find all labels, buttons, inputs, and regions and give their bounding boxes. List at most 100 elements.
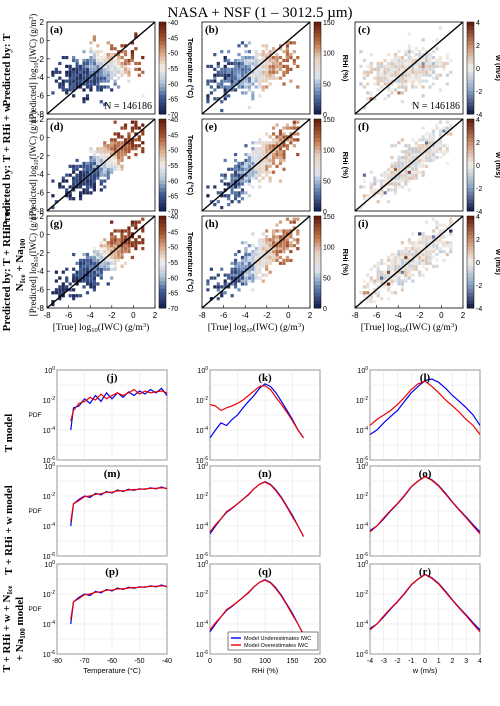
heatmap-cell [265,141,269,145]
heatmap-cell [240,241,245,245]
colorbar-step [467,281,474,286]
heatmap-cell [275,252,279,257]
heatmap-cell [116,249,121,254]
heatmap-cell [390,88,394,92]
heatmap-cell [96,70,100,74]
heatmap-cell [400,282,404,286]
heatmap-cell [373,282,377,286]
heatmap-cell [362,294,366,298]
panel-letter: (b) [205,24,219,36]
y-tick-label: -8 [37,207,45,216]
heatmap-cell [400,76,404,80]
heatmap-cell [366,82,370,86]
heatmap-cell [254,264,258,268]
row-label-3a: Predicted by: T + RHi + w + [1,199,13,332]
heatmap-cell [227,167,231,171]
colorbar-step [467,134,474,139]
heatmap-cell [407,179,411,183]
heatmap-cell [72,294,76,298]
colorbar-step [314,29,321,34]
heatmap-cell [233,82,238,86]
colorbar: 420-2-4w (m/s) [466,20,500,119]
heatmap-cell [421,70,425,74]
heatmap-cell [233,152,238,157]
heatmap-cell [82,61,86,66]
heatmap-cell [68,282,72,286]
heatmap-cell [237,53,241,57]
heatmap-cell [268,155,272,160]
heatmap-cell [237,85,241,89]
heatmap-cell [292,244,296,248]
colorbar-step [467,188,474,193]
heatmap-cell [89,161,93,165]
heatmap-cell [421,155,425,160]
heatmap-cell [268,152,272,157]
panel-letter: (a) [50,24,63,36]
heatmap-cell [268,249,272,254]
row-label-1: Predicted by: T [1,33,13,107]
heatmap-cell [383,97,387,101]
heatmap-cell [359,291,363,295]
heatmap-cell [445,82,449,86]
heatmap-cell [82,161,86,165]
heatmap-cell [65,267,69,271]
colorbar-step [467,239,474,244]
heatmap-cell [92,155,96,160]
heatmap-cell [435,150,439,154]
panel-letter: (q) [258,566,272,578]
pdf-x-tick-label: 4 [478,658,482,665]
heatmap-cell [414,176,418,180]
heatmap-cell [72,276,76,280]
heatmap-cell [89,270,93,274]
colorbar-step [314,138,321,143]
colorbar-step [467,149,474,154]
heatmap-cell [230,185,234,189]
heatmap-cell [78,76,83,80]
heatmap-cell [251,244,255,248]
heatmap-cell [438,55,443,60]
heatmap-cell [244,255,248,260]
heatmap-cell [106,53,110,57]
pdf-x-tick-label: -80 [52,658,62,665]
heatmap-cell [278,44,283,48]
heatmap-cell [418,155,422,160]
heatmap-cell [400,167,404,171]
heatmap-cell [113,132,117,136]
heatmap-cell [244,158,248,163]
heatmap-cell [404,85,408,89]
heatmap-cell [240,164,245,168]
heatmap-cell [61,282,65,286]
heatmap-cell [254,152,258,157]
heatmap-cell [230,261,234,265]
tick-exp: -2 [364,492,369,498]
colorbar-tick-label: -4 [476,306,482,313]
heatmap-cell [261,79,265,83]
heatmap-cell [421,247,425,251]
heatmap-cell [240,270,245,274]
pdf-y-tick-label: 10-2 [356,590,368,599]
heatmap-cell [89,276,93,280]
heatmap-cell [407,267,411,271]
heatmap-cell [407,147,411,151]
heatmap-cell [78,258,83,262]
heatmap-cell [438,26,443,30]
y-tick-label: 2 [40,212,45,221]
x-tick-label: -8 [43,311,51,320]
heatmap-cell [72,279,76,283]
heatmap-cell [244,258,248,262]
heatmap-cell [244,167,248,171]
heatmap-cell [380,85,384,89]
heatmap-cell [414,79,418,83]
colorbar-step [159,216,166,221]
heatmap-cell [393,64,398,68]
heatmap-cell [275,249,279,254]
heatmap-cell [431,129,436,133]
colorbar-step [467,269,474,274]
heatmap-cell [233,282,238,286]
heatmap-cell [78,64,83,68]
tick-base: 10 [43,592,51,599]
pdf-y-tick-label: 10-2 [43,492,55,501]
heatmap-cell [258,58,262,63]
